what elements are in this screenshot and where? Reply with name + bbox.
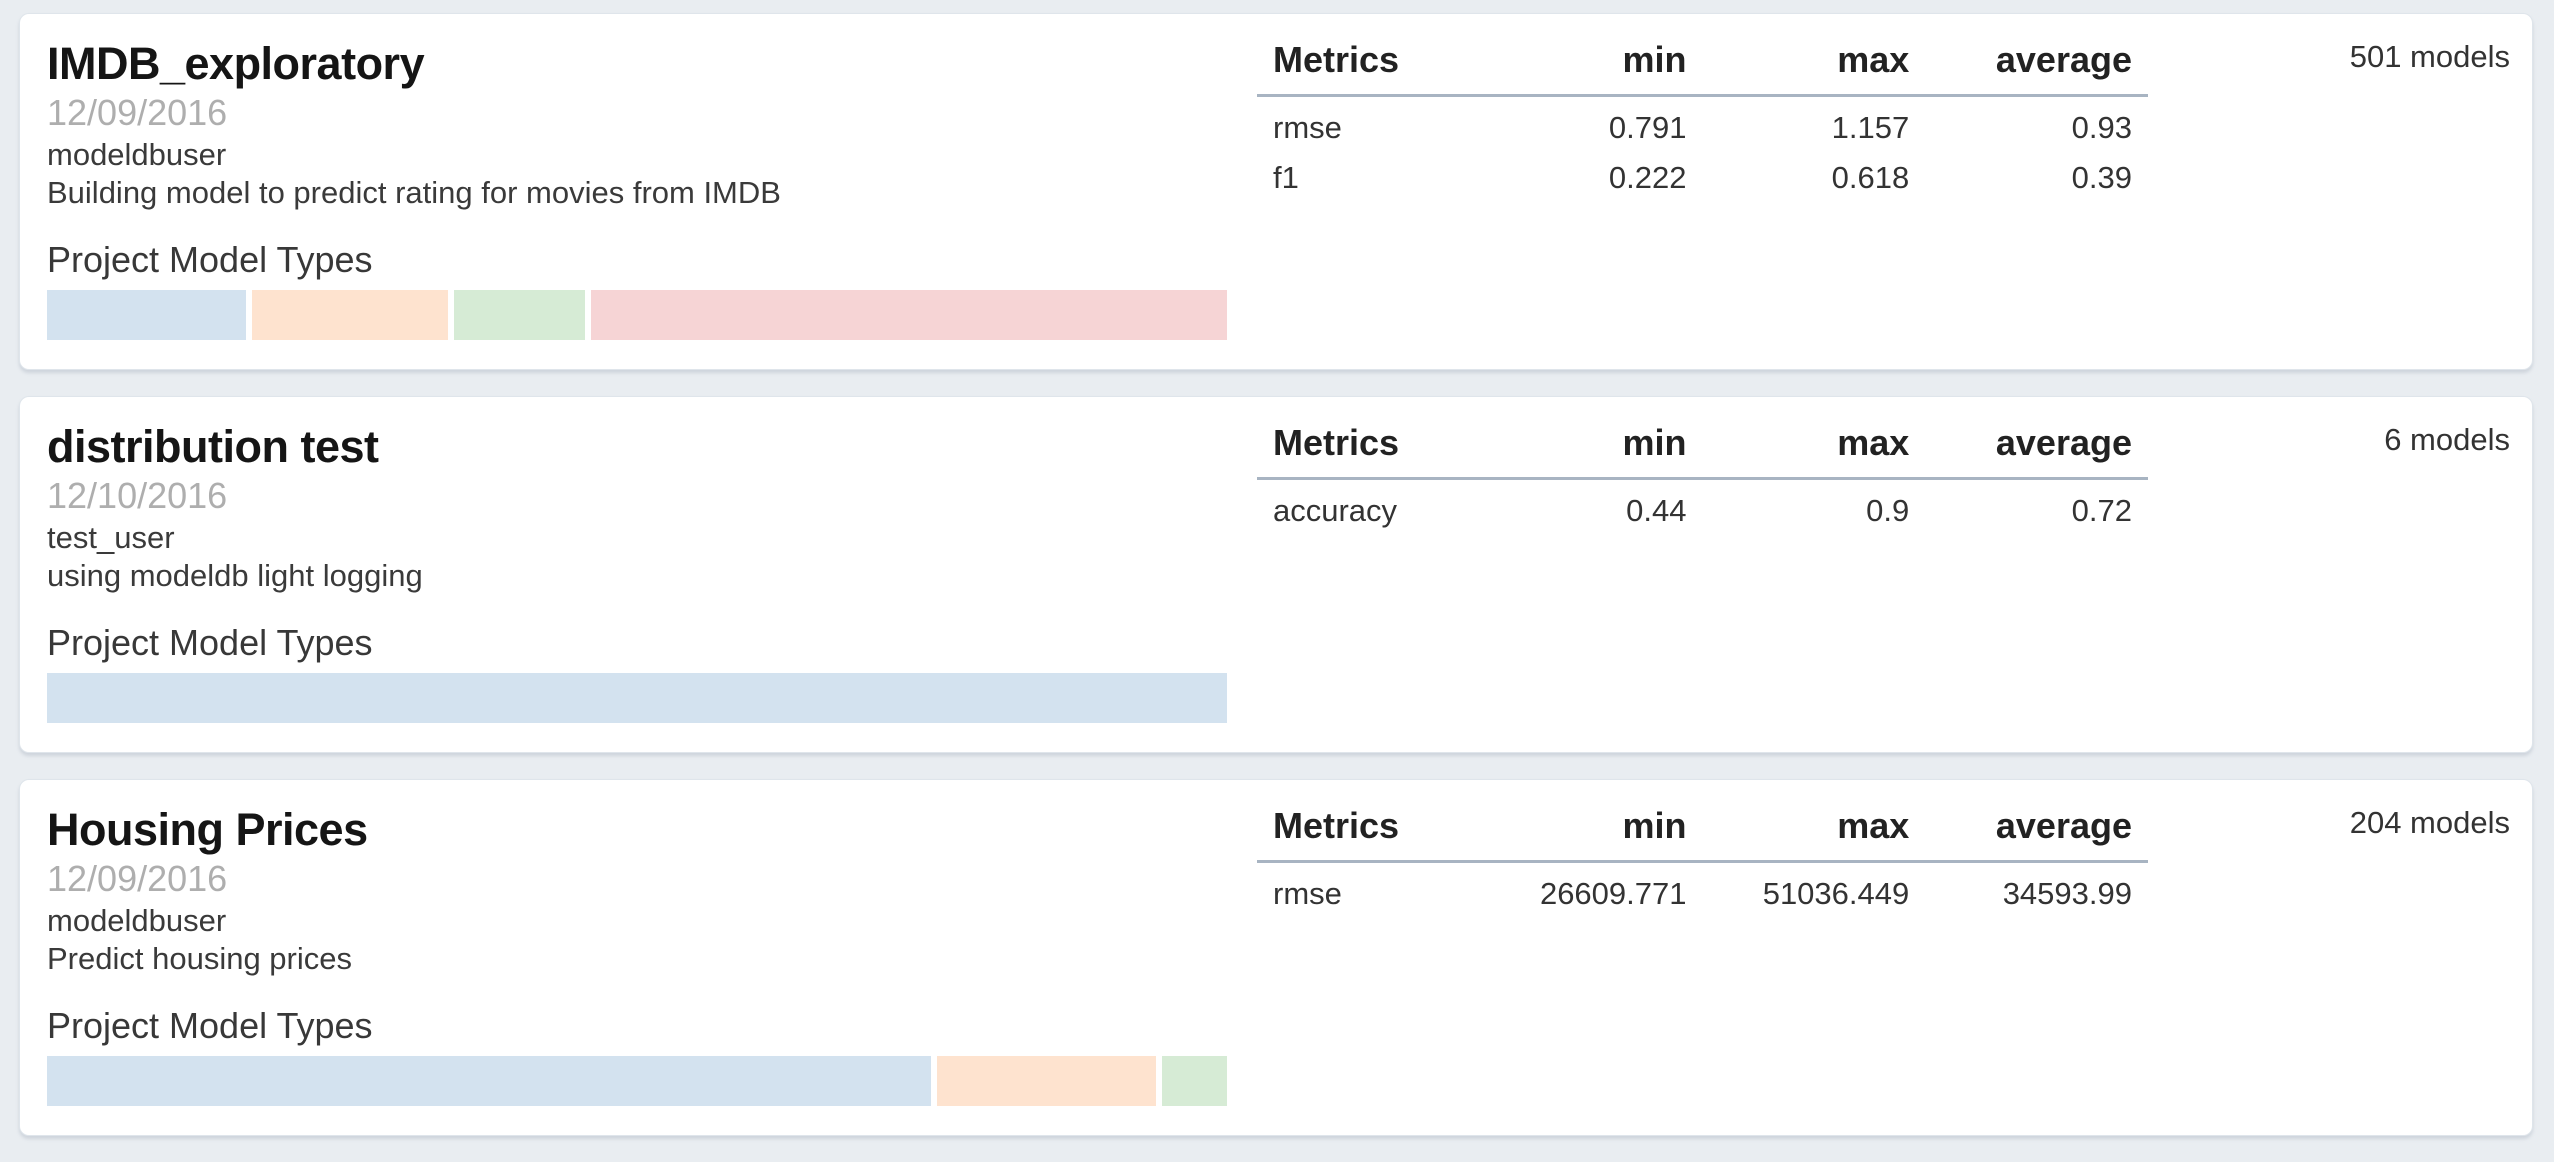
metric-name: rmse [1273,876,1342,911]
project-summary: IMDB_exploratory 12/09/2016 modeldbuser … [47,38,1227,369]
project-summary: Housing Prices 12/09/2016 modeldbuser Pr… [47,804,1227,1135]
min-column-header: min [1479,421,1703,480]
model-types-heading: Project Model Types [47,239,373,280]
metric-max: 0.618 [1831,160,1910,195]
model-type-segment-orange [937,1056,1156,1106]
metric-min: 0.791 [1608,110,1687,145]
metric-name: rmse [1273,110,1342,145]
models-count: 501 models [2349,39,2510,74]
metric-name: f1 [1273,160,1299,195]
project-title: distribution test [47,421,379,472]
metric-average: 0.93 [2071,110,2132,145]
model-type-segment-green [454,290,585,340]
metrics-column-header: Metrics [1257,38,1480,97]
models-count-column: 204 models [2178,804,2512,1135]
min-column-header: min [1479,804,1703,863]
project-author: modeldbuser [47,903,227,938]
metric-average: 0.39 [2071,160,2132,195]
metric-max: 51036.449 [1762,876,1910,911]
max-column-header: max [1702,421,1926,480]
project-author: modeldbuser [47,137,227,172]
metric-name: accuracy [1273,493,1398,528]
metrics-table: Metrics min max average rmse 26609.771 5… [1257,804,2148,913]
project-description: using modeldb light logging [47,558,423,593]
project-date: 12/09/2016 [47,858,228,899]
models-count: 6 models [2384,422,2510,457]
metric-row: accuracy 0.44 0.9 0.72 [1257,479,2148,531]
model-types-heading: Project Model Types [47,622,373,663]
model-type-segment-orange [252,290,448,340]
metrics-column-header: Metrics [1257,804,1480,863]
model-type-bars [47,290,1227,340]
metrics-table: Metrics min max average rmse 0.791 1.157… [1257,38,2148,197]
model-types-heading: Project Model Types [47,1005,373,1046]
average-column-header: average [1925,38,2148,97]
average-column-header: average [1925,804,2148,863]
project-card[interactable]: Housing Prices 12/09/2016 modeldbuser Pr… [19,779,2533,1136]
metric-min: 0.44 [1626,493,1687,528]
metrics-column-header: Metrics [1257,421,1480,480]
metric-max: 1.157 [1831,110,1910,145]
metrics-header-row: Metrics min max average [1257,38,2148,97]
min-column-header: min [1479,38,1703,97]
metrics-section: Metrics min max average accuracy 0.44 0.… [1257,421,2148,752]
model-type-segment-blue [47,290,246,340]
metrics-header-row: Metrics min max average [1257,804,2148,863]
metrics-header-row: Metrics min max average [1257,421,2148,480]
project-title: IMDB_exploratory [47,38,425,89]
project-description: Building model to predict rating for mov… [47,175,781,210]
metric-row: rmse 26609.771 51036.449 34593.99 [1257,862,2148,914]
model-type-bars [47,1056,1227,1106]
metric-row: f1 0.222 0.618 0.39 [1257,147,2148,197]
metric-min: 26609.771 [1539,876,1687,911]
model-type-bars [47,673,1227,723]
metrics-section: Metrics min max average rmse 0.791 1.157… [1257,38,2148,369]
project-card[interactable]: distribution test 12/10/2016 test_user u… [19,396,2533,753]
project-author: test_user [47,520,175,555]
max-column-header: max [1702,804,1926,863]
models-count: 204 models [2349,805,2510,840]
metric-average: 34593.99 [2002,876,2132,911]
metric-max: 0.9 [1866,493,1910,528]
models-count-column: 6 models [2178,421,2512,752]
model-type-segment-blue [47,673,1227,723]
project-date: 12/09/2016 [47,92,228,133]
metrics-section: Metrics min max average rmse 26609.771 5… [1257,804,2148,1135]
average-column-header: average [1925,421,2148,480]
project-card[interactable]: IMDB_exploratory 12/09/2016 modeldbuser … [19,13,2533,370]
project-date: 12/10/2016 [47,475,228,516]
model-type-segment-blue [47,1056,932,1106]
project-description: Predict housing prices [47,941,352,976]
projects-list: IMDB_exploratory 12/09/2016 modeldbuser … [19,13,2533,1136]
metric-row: rmse 0.791 1.157 0.93 [1257,96,2148,148]
max-column-header: max [1702,38,1926,97]
model-type-segment-green [1161,1056,1227,1106]
models-count-column: 501 models [2178,38,2512,369]
model-type-segment-red [591,290,1227,340]
metrics-table: Metrics min max average accuracy 0.44 0.… [1257,421,2148,530]
project-summary: distribution test 12/10/2016 test_user u… [47,421,1227,752]
project-title: Housing Prices [47,804,368,855]
metric-average: 0.72 [2071,493,2132,528]
metric-min: 0.222 [1608,160,1687,195]
